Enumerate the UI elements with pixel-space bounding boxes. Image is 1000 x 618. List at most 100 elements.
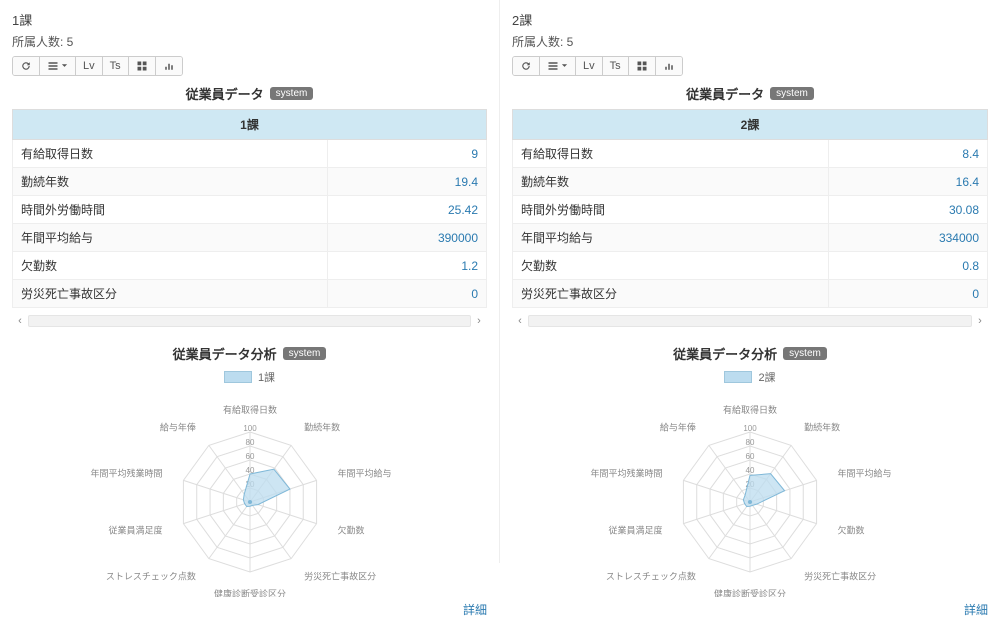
svg-text:勤続年数: 勤続年数 bbox=[804, 422, 840, 433]
toolbar-ts-button[interactable]: Ts bbox=[603, 57, 629, 75]
metric-value[interactable]: 0 bbox=[828, 280, 987, 308]
scroll-right-icon[interactable]: › bbox=[972, 313, 988, 329]
radar-chart-section: 従業員データ分析 system 2課 20406080100有給取得日数勤続年数… bbox=[512, 344, 988, 618]
system-badge: system bbox=[783, 347, 827, 360]
metric-value[interactable]: 8.4 bbox=[828, 140, 987, 168]
table-row: 勤続年数 16.4 bbox=[513, 168, 988, 196]
svg-text:60: 60 bbox=[245, 452, 254, 461]
table-row: 有給取得日数 9 bbox=[13, 140, 487, 168]
radar-chart: 20406080100有給取得日数勤続年数年間平均給与欠勤数労災死亡事故区分健康… bbox=[585, 387, 915, 597]
metric-label: 時間外労働時間 bbox=[13, 196, 328, 224]
detail-link[interactable]: 詳細 bbox=[964, 603, 988, 617]
table-header: 2課 bbox=[513, 110, 988, 140]
metric-label: 勤続年数 bbox=[513, 168, 829, 196]
panel-title: 2課 bbox=[512, 10, 988, 29]
metric-label: 年間平均給与 bbox=[513, 224, 829, 252]
caret-down-icon bbox=[561, 60, 568, 72]
toolbar-grid-button[interactable] bbox=[629, 57, 656, 75]
scroll-left-icon[interactable]: ‹ bbox=[512, 313, 528, 329]
metric-label: 労災死亡事故区分 bbox=[13, 280, 328, 308]
list-icon bbox=[547, 60, 559, 72]
toolbar: Lv Ts bbox=[12, 56, 183, 76]
caret-down-icon bbox=[61, 60, 68, 72]
metric-value[interactable]: 390000 bbox=[327, 224, 486, 252]
metric-label: 欠勤数 bbox=[513, 252, 829, 280]
metric-value[interactable]: 0.8 bbox=[828, 252, 987, 280]
metric-label: 勤続年数 bbox=[13, 168, 328, 196]
toolbar-reload-button[interactable] bbox=[513, 57, 540, 75]
grid-icon bbox=[136, 60, 148, 72]
metric-value[interactable]: 30.08 bbox=[828, 196, 987, 224]
metric-value[interactable]: 19.4 bbox=[327, 168, 486, 196]
toolbar-ts-button[interactable]: Ts bbox=[103, 57, 129, 75]
horizontal-scrollbar[interactable]: ‹ › bbox=[512, 312, 988, 330]
metric-value[interactable]: 1.2 bbox=[327, 252, 486, 280]
panel-sec1: 1課 所属人数: 5 Lv Ts 従業員データ system 1課 有給取得日数… bbox=[0, 0, 500, 563]
system-badge: system bbox=[283, 347, 327, 360]
table-row: 有給取得日数 8.4 bbox=[513, 140, 988, 168]
toolbar-lv-button[interactable]: Lv bbox=[76, 57, 103, 75]
svg-text:勤続年数: 勤続年数 bbox=[304, 422, 340, 433]
table-header: 1課 bbox=[13, 110, 487, 140]
horizontal-scrollbar[interactable]: ‹ › bbox=[12, 312, 487, 330]
employee-data-title: 従業員データ system bbox=[12, 84, 487, 103]
toolbar-chart-button[interactable] bbox=[656, 57, 682, 75]
svg-text:年間平均残業時間: 年間平均残業時間 bbox=[590, 468, 662, 479]
scroll-track[interactable] bbox=[28, 315, 471, 327]
toolbar-lv-button[interactable]: Lv bbox=[576, 57, 603, 75]
analysis-title-text: 従業員データ分析 bbox=[173, 344, 277, 363]
employee-data-title: 従業員データ system bbox=[512, 84, 988, 103]
svg-text:欠勤数: 欠勤数 bbox=[837, 524, 864, 535]
system-badge: system bbox=[270, 87, 314, 100]
metric-label: 欠勤数 bbox=[13, 252, 328, 280]
panel-member-count: 所属人数: 5 bbox=[512, 33, 988, 50]
legend-label: 1課 bbox=[258, 369, 275, 385]
detail-link[interactable]: 詳細 bbox=[463, 603, 487, 617]
table-row: 年間平均給与 334000 bbox=[513, 224, 988, 252]
chart-legend: 1課 bbox=[224, 369, 275, 385]
employee-data-title-text: 従業員データ bbox=[186, 84, 264, 103]
svg-text:年間平均給与: 年間平均給与 bbox=[337, 468, 391, 479]
analysis-title-text: 従業員データ分析 bbox=[673, 344, 777, 363]
metric-value[interactable]: 334000 bbox=[828, 224, 987, 252]
scroll-left-icon[interactable]: ‹ bbox=[12, 313, 28, 329]
table-row: 労災死亡事故区分 0 bbox=[13, 280, 487, 308]
reload-icon bbox=[520, 60, 532, 72]
svg-text:ストレスチェック点数: ストレスチェック点数 bbox=[105, 570, 195, 581]
svg-text:給与年俸: 給与年俸 bbox=[660, 422, 696, 433]
svg-text:欠勤数: 欠勤数 bbox=[337, 524, 364, 535]
metric-value[interactable]: 25.42 bbox=[327, 196, 486, 224]
table-row: 時間外労働時間 30.08 bbox=[513, 196, 988, 224]
metric-value[interactable]: 16.4 bbox=[828, 168, 987, 196]
svg-text:労災死亡事故区分: 労災死亡事故区分 bbox=[804, 570, 876, 581]
analysis-title: 従業員データ分析 system bbox=[512, 344, 988, 363]
detail-link-wrap: 詳細 bbox=[12, 601, 487, 618]
metric-label: 有給取得日数 bbox=[13, 140, 328, 168]
toolbar: Lv Ts bbox=[512, 56, 683, 76]
legend-swatch bbox=[724, 371, 752, 383]
employee-data-title-text: 従業員データ bbox=[686, 84, 764, 103]
analysis-title: 従業員データ分析 system bbox=[12, 344, 487, 363]
table-row: 欠勤数 1.2 bbox=[13, 252, 487, 280]
toolbar-reload-button[interactable] bbox=[13, 57, 40, 75]
svg-text:従業員満足度: 従業員満足度 bbox=[108, 524, 162, 535]
toolbar-list-button[interactable] bbox=[540, 57, 576, 75]
metric-value[interactable]: 9 bbox=[327, 140, 486, 168]
svg-text:80: 80 bbox=[245, 438, 254, 447]
svg-text:有給取得日数: 有給取得日数 bbox=[723, 404, 777, 415]
metric-label: 年間平均給与 bbox=[13, 224, 328, 252]
legend-swatch bbox=[224, 371, 252, 383]
svg-text:40: 40 bbox=[746, 466, 755, 475]
grid-icon bbox=[636, 60, 648, 72]
scroll-right-icon[interactable]: › bbox=[471, 313, 487, 329]
metric-label: 労災死亡事故区分 bbox=[513, 280, 829, 308]
svg-text:80: 80 bbox=[746, 438, 755, 447]
scroll-track[interactable] bbox=[528, 315, 972, 327]
toolbar-chart-button[interactable] bbox=[156, 57, 182, 75]
table-row: 労災死亡事故区分 0 bbox=[513, 280, 988, 308]
metric-value[interactable]: 0 bbox=[327, 280, 486, 308]
toolbar-list-button[interactable] bbox=[40, 57, 76, 75]
svg-text:有給取得日数: 有給取得日数 bbox=[222, 404, 276, 415]
table-row: 勤続年数 19.4 bbox=[13, 168, 487, 196]
toolbar-grid-button[interactable] bbox=[129, 57, 156, 75]
